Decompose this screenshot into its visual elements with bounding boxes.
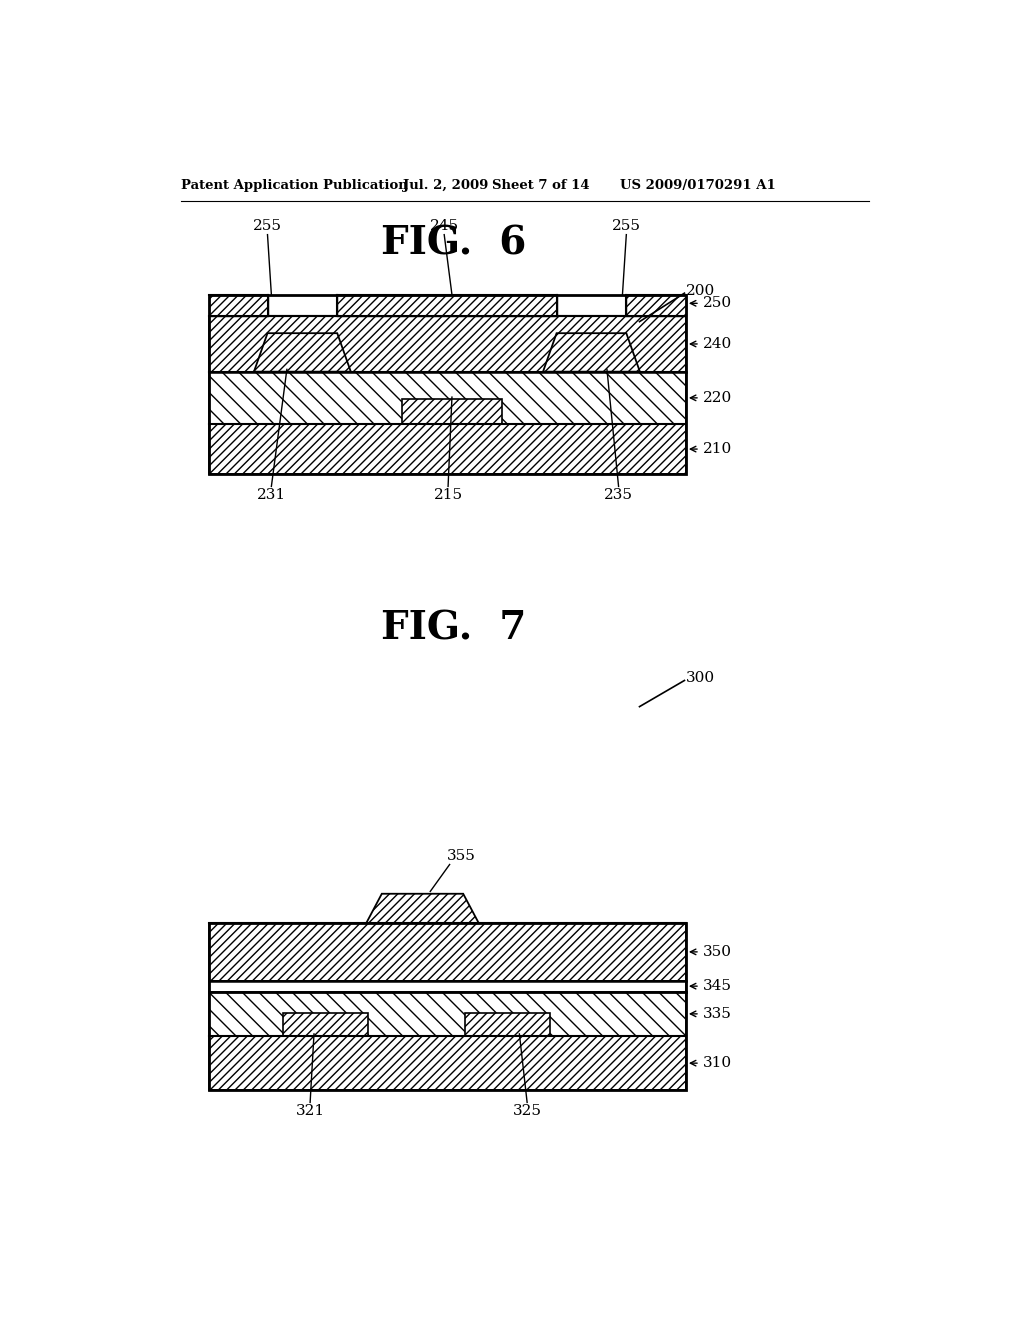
Text: 345: 345 <box>703 979 732 993</box>
Text: 240: 240 <box>703 337 732 351</box>
Text: 321: 321 <box>296 1104 325 1118</box>
Text: 220: 220 <box>703 391 732 405</box>
Bar <box>627 294 686 317</box>
Bar <box>209 923 686 981</box>
Text: 250: 250 <box>703 296 732 310</box>
Text: Patent Application Publication: Patent Application Publication <box>180 178 408 191</box>
Bar <box>337 294 557 317</box>
Bar <box>465 1014 550 1036</box>
Text: FIG.  6: FIG. 6 <box>381 224 526 263</box>
Text: 310: 310 <box>703 1056 732 1071</box>
Bar <box>209 981 686 991</box>
Bar <box>283 1014 369 1036</box>
Bar <box>401 400 503 424</box>
Text: 350: 350 <box>703 945 732 958</box>
Text: 245: 245 <box>430 219 459 234</box>
Text: 300: 300 <box>686 671 715 685</box>
Bar <box>209 424 686 474</box>
Text: 235: 235 <box>604 488 633 502</box>
Bar <box>209 317 686 372</box>
Text: 255: 255 <box>611 219 641 234</box>
Text: 255: 255 <box>253 219 282 234</box>
Text: US 2009/0170291 A1: US 2009/0170291 A1 <box>621 178 776 191</box>
Bar <box>209 923 686 1090</box>
Polygon shape <box>543 333 640 372</box>
Text: 215: 215 <box>433 488 463 502</box>
Text: Sheet 7 of 14: Sheet 7 of 14 <box>493 178 590 191</box>
Text: Jul. 2, 2009: Jul. 2, 2009 <box>403 178 488 191</box>
Text: 200: 200 <box>686 284 715 298</box>
Text: 210: 210 <box>703 442 732 457</box>
Polygon shape <box>367 894 478 923</box>
Bar <box>209 1036 686 1090</box>
Polygon shape <box>254 333 351 372</box>
Text: 325: 325 <box>513 1104 542 1118</box>
Bar <box>209 372 686 424</box>
Text: 231: 231 <box>257 488 286 502</box>
Bar <box>209 991 686 1036</box>
Text: 355: 355 <box>446 849 476 863</box>
Bar <box>209 294 267 317</box>
Text: 335: 335 <box>703 1007 732 1020</box>
Bar <box>209 294 686 474</box>
Text: FIG.  7: FIG. 7 <box>381 609 526 647</box>
